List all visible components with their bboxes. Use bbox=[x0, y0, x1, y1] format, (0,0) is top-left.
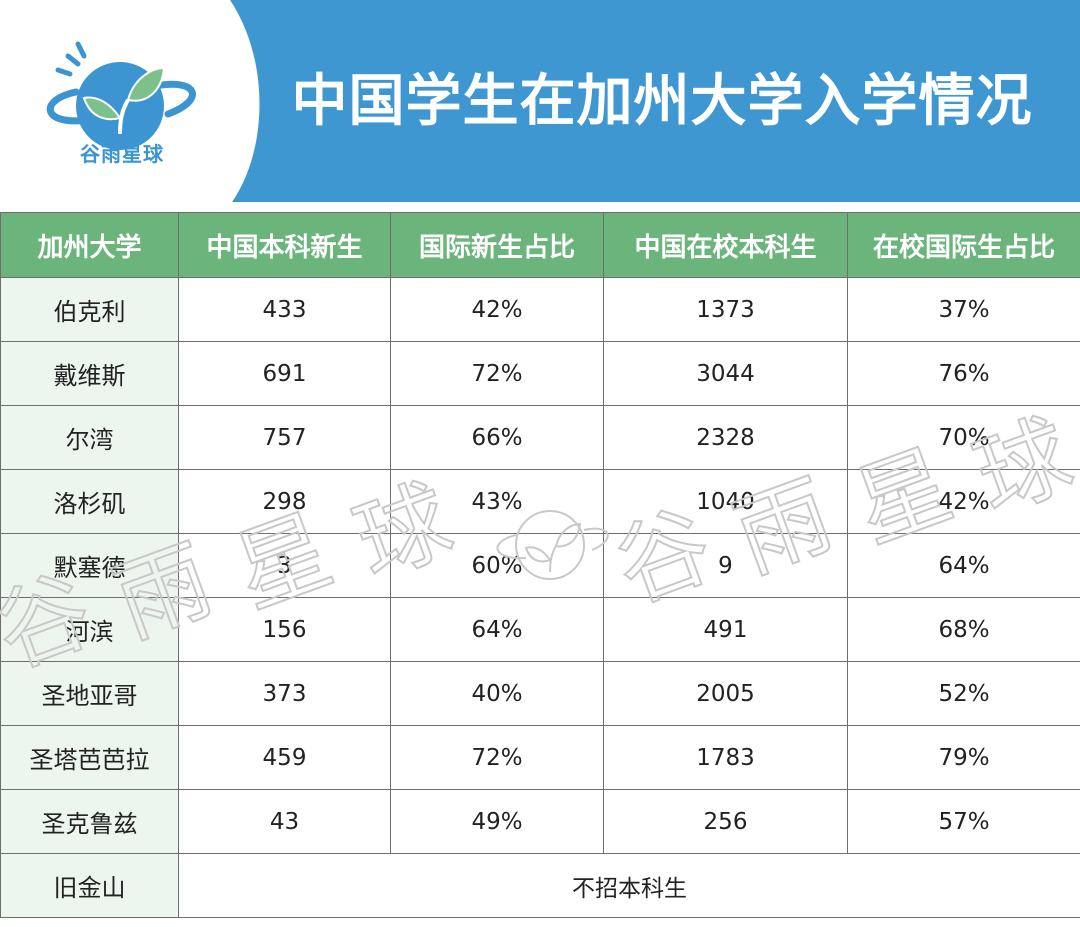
campus-name-cell: 圣克鲁兹 bbox=[0, 789, 179, 854]
table-cell: 691 bbox=[178, 341, 391, 406]
table-cell: 2005 bbox=[603, 661, 848, 726]
no-undergrad-note: 不招本科生 bbox=[178, 853, 1080, 918]
table-cell: 72% bbox=[390, 341, 604, 406]
table-cell: 68% bbox=[847, 597, 1080, 662]
table-header-row: 加州大学 中国本科新生 国际新生占比 中国在校本科生 在校国际生占比 bbox=[0, 212, 1080, 278]
table-cell: 76% bbox=[847, 341, 1080, 406]
table-cell: 757 bbox=[178, 405, 391, 470]
header-background bbox=[230, 0, 1080, 202]
table-cell: 459 bbox=[178, 725, 391, 790]
column-header-chinese-undergrads: 中国在校本科生 bbox=[603, 212, 848, 278]
table-cell: 2328 bbox=[603, 405, 848, 470]
table-cell: 43 bbox=[178, 789, 391, 854]
header-banner: 谷雨星球 中国学生在加州大学入学情况 bbox=[0, 0, 1080, 210]
campus-name-cell: 伯克利 bbox=[0, 277, 179, 342]
table-cell: 72% bbox=[390, 725, 604, 790]
campus-name-cell: 默塞德 bbox=[0, 533, 179, 598]
table-row: 圣地亚哥 373 40% 2005 52% bbox=[0, 661, 1080, 726]
table-cell: 433 bbox=[178, 277, 391, 342]
table-cell: 66% bbox=[390, 405, 604, 470]
table-cell: 1373 bbox=[603, 277, 848, 342]
table-cell: 3044 bbox=[603, 341, 848, 406]
table-row: 伯克利 433 42% 1373 37% bbox=[0, 277, 1080, 342]
logo-text: 谷雨星球 bbox=[80, 142, 164, 166]
table-cell: 1783 bbox=[603, 725, 848, 790]
table-cell: 52% bbox=[847, 661, 1080, 726]
campus-name-cell: 戴维斯 bbox=[0, 341, 179, 406]
table-cell: 156 bbox=[178, 597, 391, 662]
table-cell: 256 bbox=[603, 789, 848, 854]
planet-sprout-logo-icon bbox=[46, 41, 196, 150]
campus-name-cell: 圣塔芭芭拉 bbox=[0, 725, 179, 790]
campus-name-cell: 河滨 bbox=[0, 597, 179, 662]
table-cell: 79% bbox=[847, 725, 1080, 790]
table-cell: 42% bbox=[847, 469, 1080, 534]
table-cell: 42% bbox=[390, 277, 604, 342]
table-cell: 373 bbox=[178, 661, 391, 726]
table-cell: 64% bbox=[390, 597, 604, 662]
table-row: 尔湾 757 66% 2328 70% bbox=[0, 405, 1080, 470]
table-cell: 37% bbox=[847, 277, 1080, 342]
column-header-campus: 加州大学 bbox=[0, 212, 179, 278]
campus-name-cell: 圣地亚哥 bbox=[0, 661, 179, 726]
campus-name-cell: 旧金山 bbox=[0, 853, 179, 918]
table-row: 默塞德 3 60% 9 64% bbox=[0, 533, 1080, 598]
campus-name-cell: 尔湾 bbox=[0, 405, 179, 470]
table-cell: 1040 bbox=[603, 469, 848, 534]
table-cell: 298 bbox=[178, 469, 391, 534]
table-cell: 49% bbox=[390, 789, 604, 854]
column-header-intl-undergrad-share: 在校国际生占比 bbox=[847, 212, 1080, 278]
table-cell: 60% bbox=[390, 533, 604, 598]
table-cell: 3 bbox=[178, 533, 391, 598]
campus-name-cell: 洛杉矶 bbox=[0, 469, 179, 534]
table-row: 洛杉矶 298 43% 1040 42% bbox=[0, 469, 1080, 534]
enrollment-table: 加州大学 中国本科新生 国际新生占比 中国在校本科生 在校国际生占比 伯克利 4… bbox=[0, 212, 1080, 918]
table-cell: 9 bbox=[603, 533, 848, 598]
table-cell: 43% bbox=[390, 469, 604, 534]
table-cell: 491 bbox=[603, 597, 848, 662]
table-cell: 57% bbox=[847, 789, 1080, 854]
table-row: 河滨 156 64% 491 68% bbox=[0, 597, 1080, 662]
column-header-intl-freshmen-share: 国际新生占比 bbox=[390, 212, 604, 278]
column-header-chinese-freshmen: 中国本科新生 bbox=[178, 212, 391, 278]
table-cell: 64% bbox=[847, 533, 1080, 598]
table-cell: 70% bbox=[847, 405, 1080, 470]
table-row: 戴维斯 691 72% 3044 76% bbox=[0, 341, 1080, 406]
table-footer-row: 旧金山 不招本科生 bbox=[0, 853, 1080, 918]
table-cell: 40% bbox=[390, 661, 604, 726]
table-row: 圣塔芭芭拉 459 72% 1783 79% bbox=[0, 725, 1080, 790]
table-row: 圣克鲁兹 43 49% 256 57% bbox=[0, 789, 1080, 854]
page-title: 中国学生在加州大学入学情况 bbox=[291, 69, 1033, 134]
